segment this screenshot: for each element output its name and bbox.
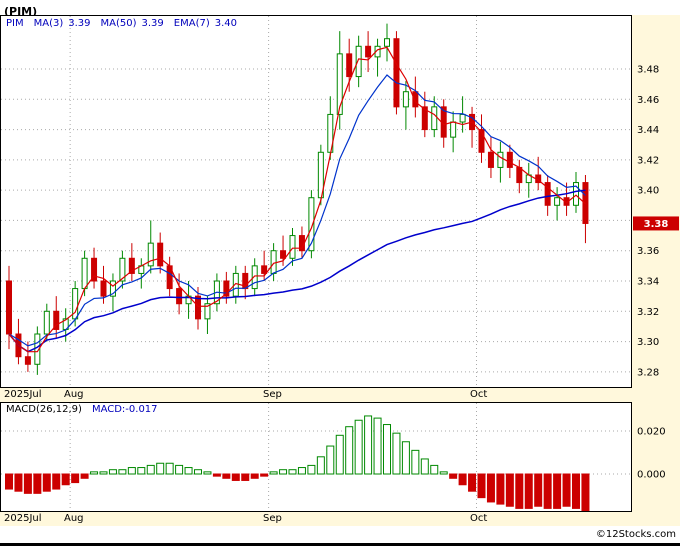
- price-x-axis: 2025Jul Aug Sep Oct: [0, 388, 680, 402]
- month-label: Sep: [263, 389, 282, 400]
- svg-text:0.020: 0.020: [637, 427, 666, 438]
- current-price-badge: 3.38: [633, 216, 679, 231]
- svg-text:0.000: 0.000: [637, 470, 666, 481]
- svg-text:3.38: 3.38: [644, 219, 669, 230]
- ma50-legend: MA(50) 3.39: [101, 18, 164, 29]
- svg-text:3.34: 3.34: [637, 277, 659, 288]
- indicator-legend: PIM MA(3) 3.39 MA(50) 3.39 EMA(7) 3.40: [6, 18, 237, 29]
- month-label: Oct: [470, 513, 488, 524]
- title-bar: (PIM): [0, 0, 680, 18]
- svg-text:3.36: 3.36: [637, 246, 659, 257]
- price-chart-svg: 3.48 3.46 3.44 3.42 3.40 3.36 3.34 3.32 3.30 3.28…: [0, 15, 679, 388]
- ma50-label: MA(50): [100, 18, 137, 29]
- ema7-label: EMA(7): [173, 18, 210, 29]
- month-label: Aug: [64, 513, 84, 524]
- month-label: Sep: [263, 513, 282, 524]
- ma3-label: MA(3): [33, 18, 64, 29]
- month-label: 2025Jul: [4, 513, 42, 524]
- ma3-value: 3.39: [68, 18, 91, 29]
- svg-text:3.42: 3.42: [637, 155, 659, 166]
- month-label: Aug: [64, 389, 84, 400]
- macd-chart-svg: 0.020 0.000: [0, 402, 666, 512]
- ema7-value: 3.40: [214, 18, 237, 29]
- svg-text:3.28: 3.28: [637, 367, 659, 378]
- month-label: 2025Jul: [4, 389, 42, 400]
- ma3-legend: MA(3) 3.39: [34, 18, 91, 29]
- svg-text:3.44: 3.44: [637, 125, 659, 136]
- macd-label: MACD(26,12,9): [6, 404, 82, 415]
- month-label: Oct: [470, 389, 488, 400]
- svg-text:3.30: 3.30: [637, 337, 659, 348]
- copyright-link[interactable]: ©12Stocks.com: [595, 529, 676, 540]
- symbol-label: PIM: [6, 18, 24, 29]
- svg-text:3.48: 3.48: [637, 65, 659, 76]
- ema7-legend: EMA(7) 3.40: [174, 18, 237, 29]
- page-title: (PIM): [4, 5, 38, 18]
- price-chart-panel: 3.48 3.46 3.44 3.42 3.40 3.36 3.34 3.32 3.30 3.28…: [0, 15, 680, 388]
- svg-text:3.40: 3.40: [637, 186, 659, 197]
- macd-panel: 0.020 0.000 MACD(26,12,9) MACD:-0.017: [0, 402, 680, 512]
- macd-legend: MACD(26,12,9) MACD:-0.017: [6, 404, 158, 415]
- footer: ©12Stocks.com: [0, 526, 680, 546]
- svg-text:3.46: 3.46: [637, 95, 659, 106]
- macd-x-axis: 2025Jul Aug Sep Oct: [0, 512, 680, 526]
- svg-text:3.32: 3.32: [637, 307, 659, 318]
- ma50-value: 3.39: [141, 18, 164, 29]
- macd-value: MACD:-0.017: [91, 404, 158, 415]
